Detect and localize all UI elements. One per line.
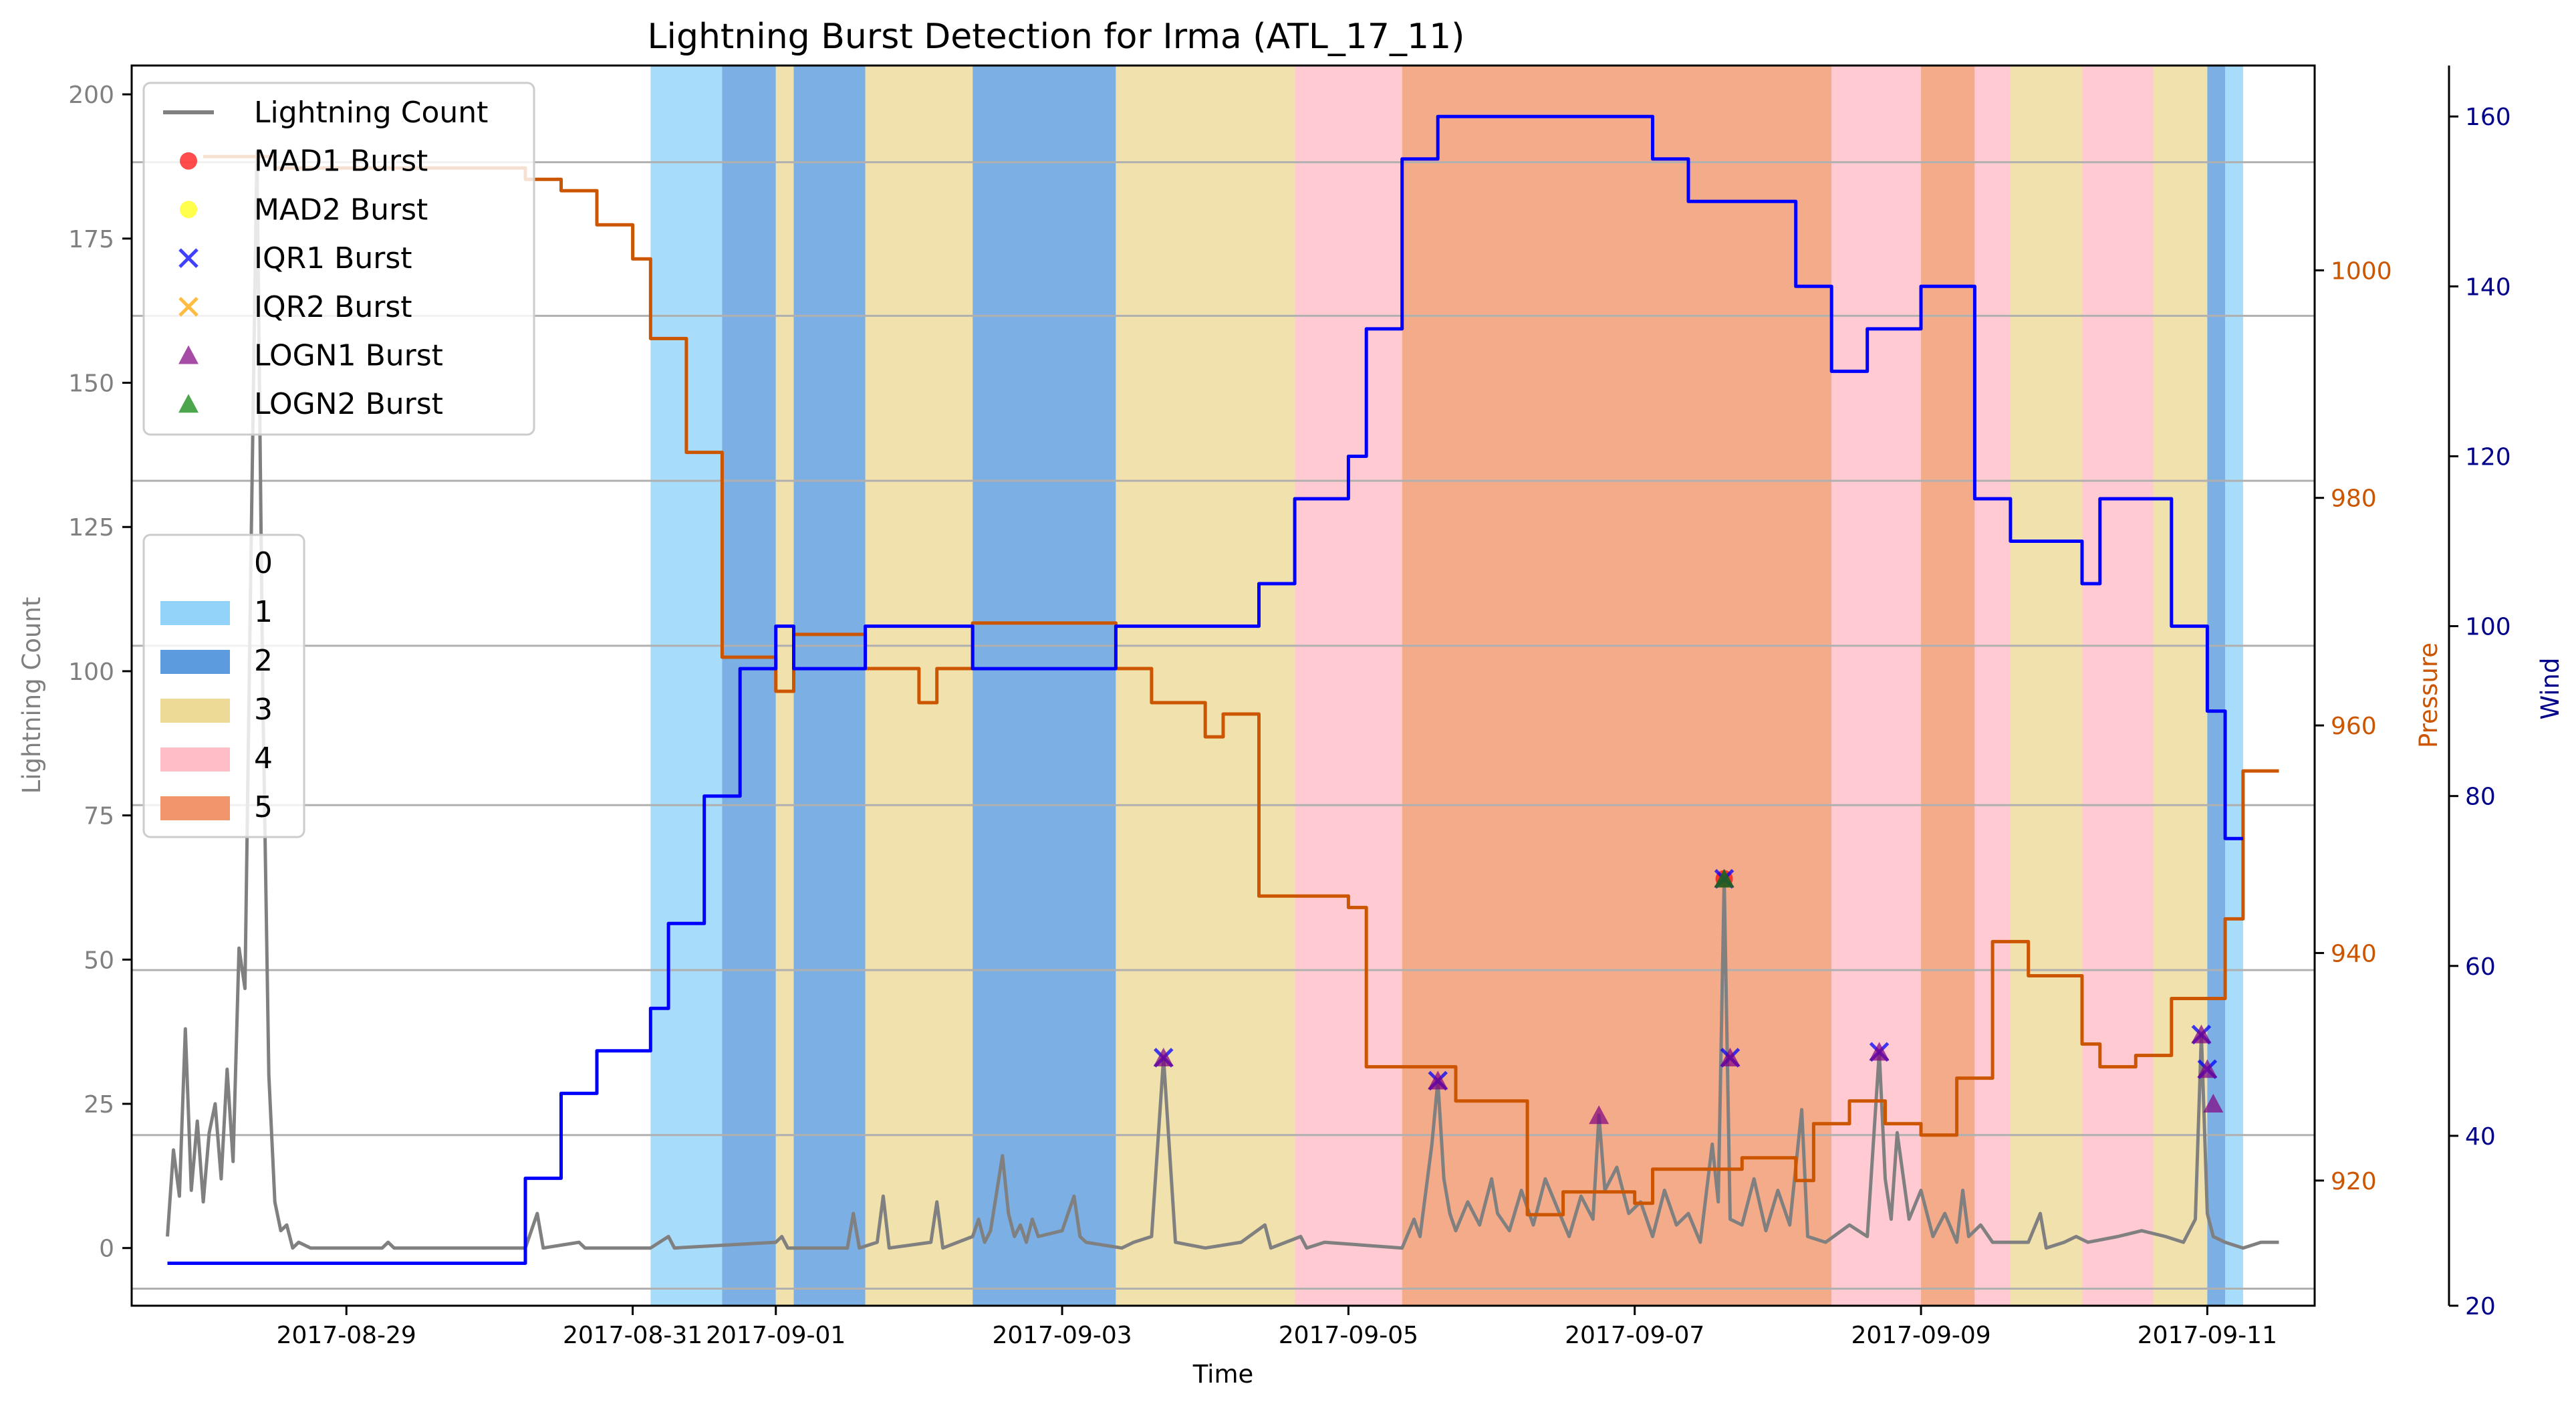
y-tick-label-lightning: 200 xyxy=(68,82,114,109)
legend-label: MAD1 Burst xyxy=(254,144,428,179)
legend-categories: 0 1 2 3 4 5 xyxy=(142,534,305,838)
chart-title: Lightning Burst Detection for Irma (ATL_… xyxy=(648,17,1465,57)
category-legend-swatch-3 xyxy=(160,699,230,723)
y-tick-label-wind: 100 xyxy=(2465,614,2511,641)
x-tick-label: 2017-09-11 xyxy=(2138,1322,2277,1349)
legend-label: LOGN2 Burst xyxy=(254,387,443,421)
burst-marker-logn1 xyxy=(2197,1059,2218,1078)
y-tick-label-pressure: 1000 xyxy=(2331,257,2392,285)
y-tick-label-lightning: 100 xyxy=(68,659,114,686)
category-legend-box xyxy=(142,534,305,838)
category-band-4 xyxy=(2081,66,2154,1306)
category-band-5 xyxy=(1921,66,1975,1306)
legend-swatch-logn2-burst xyxy=(178,394,199,413)
y-tick-label-wind: 40 xyxy=(2465,1123,2496,1151)
y-axis-label-lightning: Lightning Count xyxy=(17,597,46,794)
category-band-2 xyxy=(2207,66,2226,1306)
pressure-line xyxy=(203,154,2279,1217)
x-tick-label: 2017-08-29 xyxy=(277,1322,416,1349)
y-tick-label-lightning: 175 xyxy=(68,226,114,253)
legend-label: IQR2 Burst xyxy=(254,290,412,324)
y-tick-label-lightning: 75 xyxy=(84,803,114,830)
category-band-5 xyxy=(1402,66,1832,1306)
x-tick-label: 2017-09-09 xyxy=(1851,1322,1990,1349)
legend-label: MAD2 Burst xyxy=(254,193,428,227)
category-legend-label: 4 xyxy=(254,741,273,776)
y-tick-label-lightning: 0 xyxy=(99,1236,114,1263)
category-band-4 xyxy=(1295,66,1402,1306)
category-legend-label: 5 xyxy=(254,790,273,824)
y-tick-label-lightning: 25 xyxy=(84,1091,114,1119)
category-band-1 xyxy=(2225,66,2243,1306)
category-band-1 xyxy=(650,66,723,1306)
burst-marker-logn1 xyxy=(2203,1094,2224,1113)
y-axis-label-wind: Wind xyxy=(2536,658,2565,720)
y-axis-label-pressure: Pressure xyxy=(2414,642,2443,748)
y-tick-label-wind: 160 xyxy=(2465,104,2511,131)
legend-box xyxy=(142,82,535,436)
legend-swatch-iqr1-burst xyxy=(178,248,199,268)
category-legend-swatch-5 xyxy=(160,796,230,820)
category-band-2 xyxy=(973,66,1116,1306)
category-legend-swatch-2 xyxy=(160,650,230,674)
x-tick-label: 2017-09-01 xyxy=(706,1322,846,1349)
x-tick-label: 2017-08-31 xyxy=(563,1322,702,1349)
category-band-2 xyxy=(793,66,866,1306)
legend-label: Lightning Count xyxy=(254,96,488,130)
category-band-3 xyxy=(2010,66,2082,1306)
y-tick-label-wind: 60 xyxy=(2465,953,2496,981)
lightning-count-line xyxy=(166,150,2279,1250)
category-legend-swatch-4 xyxy=(160,747,230,772)
category-band-3 xyxy=(775,66,794,1306)
burst-marker-logn1 xyxy=(1869,1042,1890,1061)
burst-marker-logn1 xyxy=(2191,1024,2212,1044)
y-tick-label-wind: 80 xyxy=(2465,784,2496,811)
burst-marker-logn1 xyxy=(1428,1070,1448,1090)
legend-swatch-logn1-burst xyxy=(178,345,199,364)
legend-bursts: Lightning Count MAD1 Burst MAD2 Burst IQR1 … xyxy=(142,82,535,436)
category-legend-label: 3 xyxy=(254,693,273,727)
grid-lines xyxy=(132,161,2315,1290)
legend-swatch-iqr2-burst xyxy=(178,297,199,317)
burst-marker-logn2 xyxy=(1714,868,1734,888)
y-tick-label-lightning: 125 xyxy=(68,514,114,542)
category-band-4 xyxy=(1974,66,2011,1306)
x-axis-label: Time xyxy=(1192,1360,1254,1389)
y-tick-label-pressure: 960 xyxy=(2331,713,2377,740)
y-tick-label-pressure: 920 xyxy=(2331,1168,2377,1195)
category-band-3 xyxy=(1116,66,1295,1306)
legend-swatch-mad1-burst xyxy=(180,152,197,170)
category-legend-label: 2 xyxy=(254,644,273,678)
category-bands xyxy=(650,66,2243,1306)
y-tick-label-pressure: 940 xyxy=(2331,940,2377,967)
y-tick-label-wind: 140 xyxy=(2465,273,2511,301)
burst-markers xyxy=(1153,868,2224,1125)
legend-label: IQR1 Burst xyxy=(254,241,412,275)
y-tick-label-lightning: 50 xyxy=(84,947,114,974)
category-legend-label: 1 xyxy=(254,595,273,629)
plot-frame xyxy=(130,64,2316,1307)
x-tick-label: 2017-09-05 xyxy=(1279,1322,1418,1349)
wind-line xyxy=(167,114,2243,1265)
burst-marker-logn1 xyxy=(1720,1048,1741,1066)
x-tick-label: 2017-09-03 xyxy=(992,1322,1132,1349)
category-band-2 xyxy=(722,66,776,1306)
y-tick-label-wind: 120 xyxy=(2465,443,2511,471)
burst-marker-logn1 xyxy=(1589,1105,1609,1125)
x-tick-label: 2017-09-07 xyxy=(1565,1322,1704,1349)
axes: 2017-08-29 2017-08-31 2017-09-01 2017-09-03… xyxy=(68,64,2511,1349)
y-tick-label-pressure: 980 xyxy=(2331,485,2377,513)
burst-marker-logn1 xyxy=(1153,1048,1174,1066)
legend-swatch-mad2-burst xyxy=(180,201,197,219)
legend-label: LOGN1 Burst xyxy=(254,339,443,373)
category-legend-label: 0 xyxy=(254,546,273,580)
category-legend-swatch-1 xyxy=(160,601,230,625)
series-lines xyxy=(166,114,2279,1265)
y-tick-label-lightning: 150 xyxy=(68,370,114,398)
y-tick-label-wind: 20 xyxy=(2465,1293,2496,1320)
